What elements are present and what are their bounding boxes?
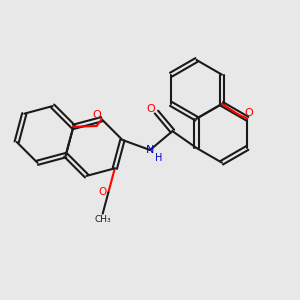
Text: O: O <box>244 108 253 118</box>
Text: O: O <box>146 104 155 114</box>
Text: O: O <box>92 110 101 120</box>
Text: CH₃: CH₃ <box>94 215 111 224</box>
Text: O: O <box>98 188 106 197</box>
Text: H: H <box>155 153 162 163</box>
Text: N: N <box>146 146 154 155</box>
